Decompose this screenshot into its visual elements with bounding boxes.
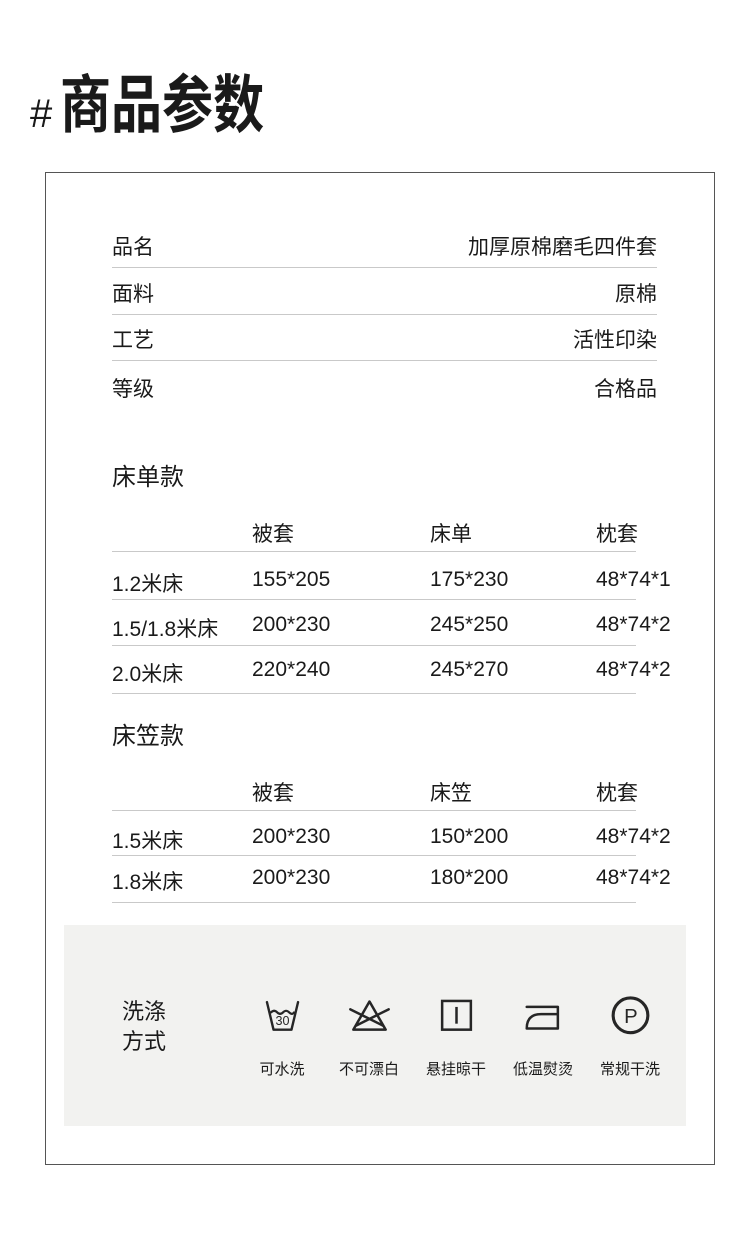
svg-text:P: P	[624, 1006, 638, 1028]
svg-text:30: 30	[275, 1014, 289, 1028]
